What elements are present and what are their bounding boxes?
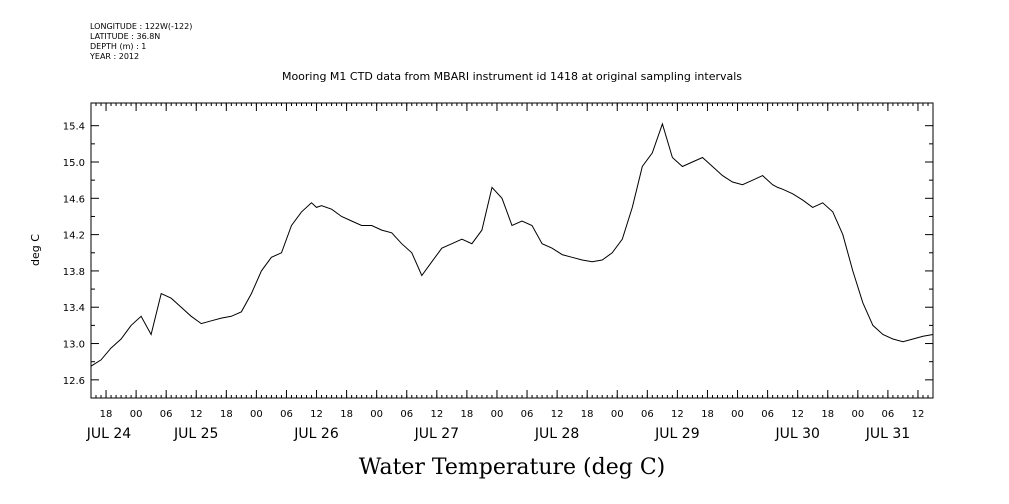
x-hour-label: 18: [701, 409, 714, 420]
x-hour-label: 12: [190, 409, 203, 420]
x-hour-label: 00: [851, 409, 864, 420]
x-hour-label: 06: [882, 409, 895, 420]
x-hour-label: 18: [821, 409, 834, 420]
x-hour-label: 18: [581, 409, 594, 420]
x-day-label: JUL 25: [173, 426, 218, 442]
x-hour-label: 00: [491, 409, 504, 420]
meta-longitude: LONGITUDE : 122W(-122): [90, 22, 193, 31]
plot-frame: [90, 102, 934, 399]
y-tick-label: 13.0: [63, 340, 85, 351]
y-tick-label: 13.8: [63, 267, 85, 278]
y-axis: 12.6 13.0 13.4 13.8 14.2 14.6 15.0 15.4: [63, 122, 933, 387]
x-hour-label: 12: [791, 409, 804, 420]
x-hour-label: 12: [671, 409, 684, 420]
x-hour-label: 12: [912, 409, 925, 420]
x-day-label: JUL 29: [654, 426, 699, 442]
metadata-block: LONGITUDE : 122W(-122) LATITUDE : 36.8N …: [90, 22, 192, 62]
series-line: [90, 122, 934, 367]
x-hour-label: 00: [731, 409, 744, 420]
x-day-label: JUL 28: [534, 426, 579, 442]
x-axis-label: Water Temperature (deg C): [359, 455, 666, 480]
x-axis: 18 00 06 12 18 00 06 12 18 00 06 12 18 00 06 12 18 00 06 12…: [86, 103, 934, 442]
x-day-label: JUL 27: [414, 426, 459, 442]
x-hour-label: 18: [340, 409, 353, 420]
x-hour-label: 06: [761, 409, 774, 420]
y-tick-label: 14.2: [63, 231, 85, 242]
y-tick-label: 14.6: [63, 194, 85, 205]
x-day-label: JUL 24: [86, 426, 132, 442]
y-tick-label: 15.0: [63, 158, 85, 169]
x-hour-label: 12: [551, 409, 564, 420]
x-hour-label: 12: [310, 409, 323, 420]
x-hour-label: 06: [280, 409, 293, 420]
x-hour-label: 12: [430, 409, 443, 420]
x-hour-label: 06: [400, 409, 413, 420]
meta-depth: DEPTH (m) : 1: [90, 42, 147, 51]
x-day-label: JUL 30: [774, 426, 819, 442]
x-hour-label: 18: [461, 409, 474, 420]
x-hour-label: 18: [220, 409, 233, 420]
x-hour-label: 00: [611, 409, 624, 420]
y-axis-label: deg C: [29, 234, 42, 266]
x-hour-label: 00: [130, 409, 143, 420]
y-tick-label: 15.4: [63, 122, 85, 133]
y-tick-label: 12.6: [63, 376, 85, 387]
chart-title: Mooring M1 CTD data from MBARI instrumen…: [282, 70, 742, 83]
meta-latitude: LATITUDE : 36.8N: [90, 32, 161, 41]
meta-year: YEAR : 2012: [90, 52, 140, 61]
x-hour-label: 00: [370, 409, 383, 420]
x-day-label: JUL 31: [865, 426, 910, 442]
y-tick-label: 13.4: [63, 303, 85, 314]
x-hour-label: 06: [641, 409, 654, 420]
x-day-label: JUL 26: [293, 426, 339, 442]
x-hour-label: 06: [160, 409, 173, 420]
x-hour-label: 18: [100, 409, 113, 420]
x-hour-label: 00: [250, 409, 263, 420]
x-hour-label: 06: [521, 409, 534, 420]
